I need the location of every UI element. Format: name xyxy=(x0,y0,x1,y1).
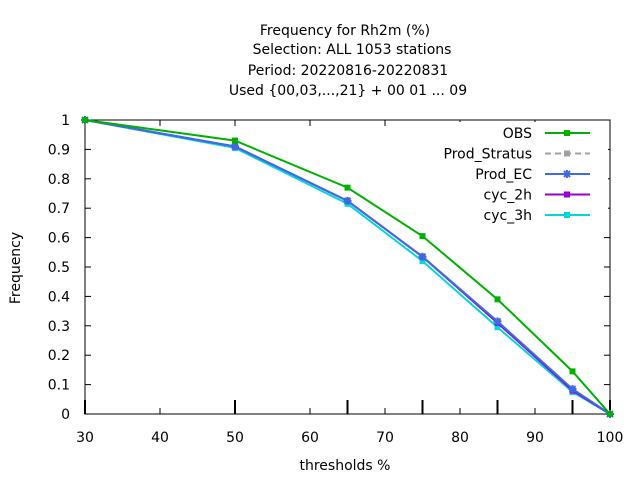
x-tick-label: 60 xyxy=(301,430,319,446)
legend-label: cyc_3h xyxy=(484,208,532,224)
legend-label: cyc_2h xyxy=(484,188,532,204)
y-tick-label: 0.8 xyxy=(48,172,70,188)
title-line-2: Selection: ALL 1053 stations xyxy=(253,42,452,58)
data-point xyxy=(564,130,570,136)
data-point xyxy=(569,385,577,393)
data-point xyxy=(564,212,570,218)
chart-title: Frequency for Rh2m (%) Selection: ALL 10… xyxy=(229,23,467,99)
data-point xyxy=(345,185,351,191)
x-tick-label: 70 xyxy=(376,430,394,446)
x-axis-label: thresholds % xyxy=(300,458,391,474)
data-point xyxy=(494,317,502,325)
y-tick-label: 0.5 xyxy=(48,260,70,276)
title-line-1: Frequency for Rh2m (%) xyxy=(260,23,430,39)
legend-label: OBS xyxy=(503,126,532,142)
data-point xyxy=(564,192,570,198)
y-tick-label: 1 xyxy=(61,113,70,129)
x-tick-label: 40 xyxy=(151,430,169,446)
y-tick-labels: 0 0.1 0.2 0.3 0.4 0.5 0.6 0.7 0.8 0.9 1 xyxy=(48,113,70,423)
data-point xyxy=(495,296,501,302)
data-point xyxy=(232,138,238,144)
legend-label: Prod_Stratus xyxy=(444,147,532,163)
y-axis-label: Frequency xyxy=(8,232,24,304)
x-tick-label: 50 xyxy=(226,430,244,446)
y-tick-label: 0.1 xyxy=(48,378,70,394)
x-tick-label: 80 xyxy=(451,430,469,446)
y-tick-label: 0.2 xyxy=(48,348,70,364)
title-line-4: Used {00,03,...,21} + 00 01 ... 09 xyxy=(229,83,467,99)
y-tick-label: 0 xyxy=(61,407,70,423)
y-tick-label: 0.9 xyxy=(48,142,70,158)
y-tick-label: 0.3 xyxy=(48,319,70,335)
x-tick-label: 30 xyxy=(76,430,94,446)
legend: OBS Prod_Stratus Prod_EC cyc_2h cyc_3h xyxy=(420,122,608,228)
data-point xyxy=(607,411,613,417)
data-point xyxy=(419,253,427,261)
legend-label: Prod_EC xyxy=(475,167,532,183)
x-tick-label: 90 xyxy=(526,430,544,446)
y-tick-label: 0.7 xyxy=(48,201,70,217)
y-tick-label: 0.6 xyxy=(48,231,70,247)
y-tick-label: 0.4 xyxy=(48,289,70,305)
data-point xyxy=(82,117,88,123)
data-point xyxy=(563,170,571,178)
data-point xyxy=(564,151,570,157)
data-point xyxy=(570,368,576,374)
data-point xyxy=(420,233,426,239)
title-line-3: Period: 20220816-20220831 xyxy=(248,63,448,79)
data-point xyxy=(231,142,239,150)
x-tick-label: 100 xyxy=(597,430,624,446)
data-point xyxy=(344,197,352,205)
x-tick-labels: 30 40 50 60 70 80 90 100 xyxy=(76,430,623,446)
